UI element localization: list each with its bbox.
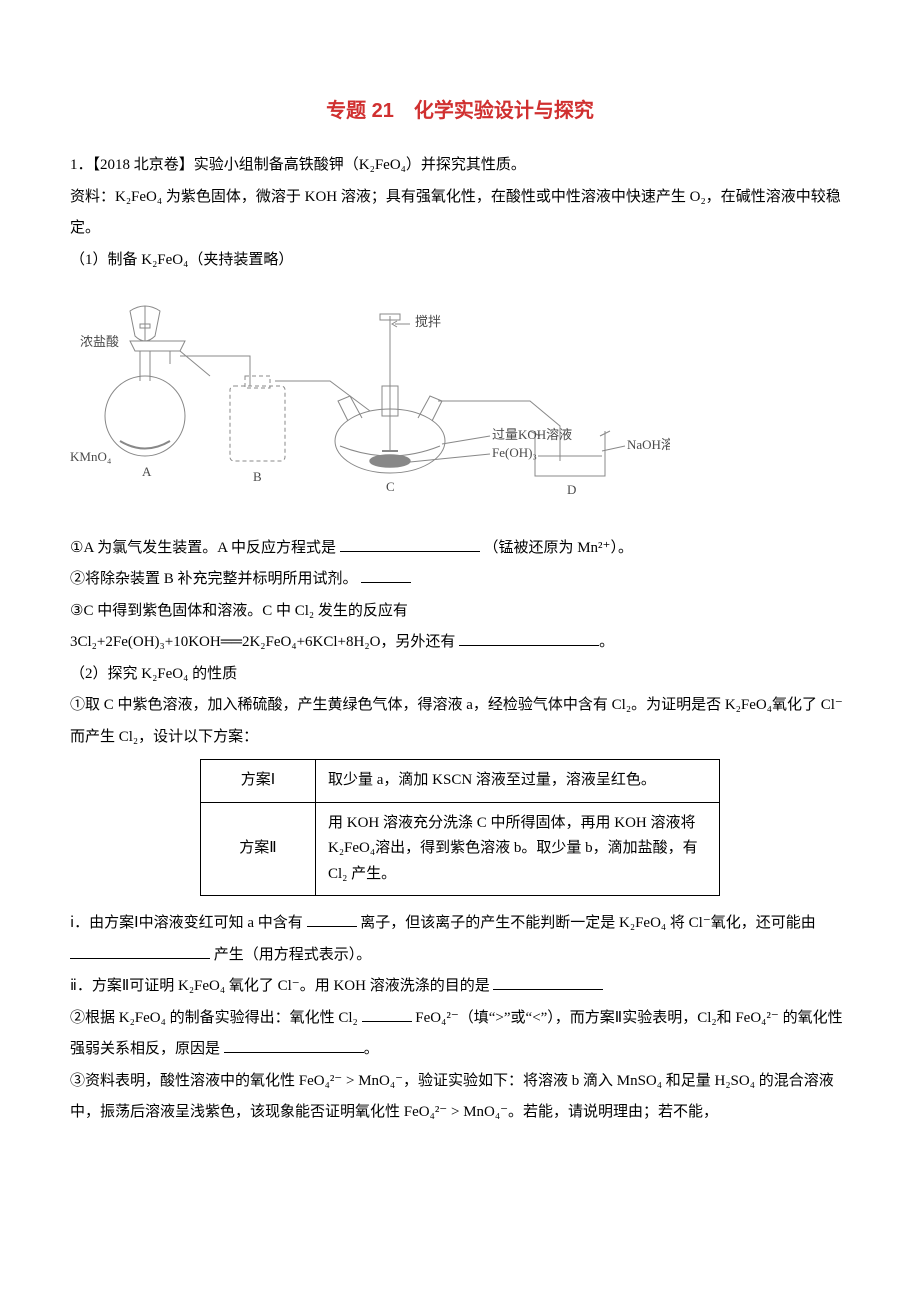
- q1-stem: 1．【2018 北京卷】实验小组制备高铁酸钾（K₂FeO₄）并探究其性质。: [70, 150, 850, 182]
- q1-2-3a: ③资料表明，酸性溶液中的氧化性 FeO₄²⁻ > MnO₄⁻，验证实验如下：将溶…: [70, 1073, 834, 1121]
- q1-2-1: ①取 C 中紫色溶液，加入稀硫酸，产生黄绿色气体，得溶液 a，经检验气体中含有 …: [70, 690, 850, 753]
- blank-gt-lt: [362, 1006, 412, 1022]
- q1-1-2-text: ②将除杂装置 B 补充完整并标明所用试剂。: [70, 571, 358, 587]
- q1-2-ii: ⅱ．方案Ⅱ可证明 K₂FeO₄ 氧化了 Cl⁻。用 KOH 溶液洗涤的目的是: [70, 971, 850, 1003]
- scheme2-label: 方案Ⅱ: [201, 802, 316, 896]
- label-feoh3: Fe(OH)₃: [492, 445, 537, 460]
- apparatus-figure: 浓盐酸 KMnO₄ A B 搅拌 过量KOH溶液 Fe(OH)₃ C NaOH溶…: [70, 286, 850, 519]
- blank-ion: [307, 911, 357, 927]
- blank-reason: [224, 1037, 364, 1053]
- blank-b-device: [361, 567, 411, 583]
- q1-2-i-a: ⅰ．由方案Ⅰ中溶液变红可知 a 中含有: [70, 915, 303, 931]
- label-d: D: [567, 482, 576, 497]
- label-stir: 搅拌: [415, 314, 441, 329]
- scheme1-desc: 取少量 a，滴加 KSCN 溶液至过量，溶液呈红色。: [316, 760, 720, 803]
- scheme-table: 方案Ⅰ 取少量 a，滴加 KSCN 溶液至过量，溶液呈红色。 方案Ⅱ 用 KOH…: [200, 759, 720, 896]
- q1-2-i-b: 离子，但该离子的产生不能判断一定是 K₂FeO₄ 将 Cl⁻氧化，还可能由: [360, 915, 815, 931]
- scheme1-label: 方案Ⅰ: [201, 760, 316, 803]
- q1-1-3a: ③C 中得到紫色固体和溶液。C 中 Cl₂ 发生的反应有: [70, 596, 850, 628]
- flask-c-neck-left: [338, 396, 362, 421]
- q1-2-ii-text: ⅱ．方案Ⅱ可证明 K₂FeO₄ 氧化了 Cl⁻。用 KOH 溶液洗涤的目的是: [70, 978, 490, 994]
- tube-a-b: [180, 356, 250, 386]
- q1-2-i-c: 产生（用方程式表示）。: [214, 947, 372, 963]
- q1-1-1a: ①A 为氯气发生装置。A 中反应方程式是: [70, 540, 336, 556]
- scheme2-desc: 用 KOH 溶液充分洗涤 C 中所得固体，再用 KOH 溶液将 K₂FeO₄溶出…: [316, 802, 720, 896]
- label-naoh: NaOH溶液: [627, 437, 670, 452]
- flask-a: [105, 376, 185, 456]
- q1-1-2: ②将除杂装置 B 补充完整并标明所用试剂。: [70, 564, 850, 596]
- q1-2-2a: ②根据 K₂FeO₄ 的制备实验得出：氧化性 Cl₂: [70, 1010, 358, 1026]
- q1-2-3: ③资料表明，酸性溶液中的氧化性 FeO₄²⁻ > MnO₄⁻，验证实验如下：将溶…: [70, 1066, 850, 1129]
- blank-extra-rxn: [459, 630, 599, 646]
- label-a: A: [142, 464, 152, 479]
- blank-wash-purpose: [493, 974, 603, 990]
- flask-a-stopper: [130, 341, 185, 351]
- q1-part2-head: （2）探究 K₂FeO₄ 的性质: [70, 659, 850, 691]
- blank-eq-a: [340, 536, 480, 552]
- topic-title: 专题 21 化学实验设计与探究: [70, 90, 850, 132]
- flask-c-neck-right: [418, 396, 442, 421]
- label-koh: 过量KOH溶液: [492, 427, 572, 442]
- q1-info: 资料：K₂FeO₄ 为紫色固体，微溶于 KOH 溶液；具有强氧化性，在酸性或中性…: [70, 182, 850, 245]
- q1-1-1b: （锰被还原为 Mn²⁺）。: [483, 540, 633, 556]
- q1-1-1: ①A 为氯气发生装置。A 中反应方程式是 （锰被还原为 Mn²⁺）。: [70, 533, 850, 565]
- bottle-b: [230, 386, 285, 461]
- label-c: C: [386, 479, 395, 494]
- q1-2-2: ②根据 K₂FeO₄ 的制备实验得出：氧化性 Cl₂ FeO₄²⁻（填“>”或“…: [70, 1003, 850, 1066]
- kmno4-solid: [120, 441, 170, 449]
- label-b: B: [253, 469, 262, 484]
- label-conc-hcl: 浓盐酸: [80, 334, 119, 349]
- q1-part1-head: （1）制备 K₂FeO₄（夹持装置略）: [70, 245, 850, 277]
- q1-2-i: ⅰ．由方案Ⅰ中溶液变红可知 a 中含有 离子，但该离子的产生不能判断一定是 K₂…: [70, 908, 850, 971]
- table-row: 方案Ⅰ 取少量 a，滴加 KSCN 溶液至过量，溶液呈红色。: [201, 760, 720, 803]
- q1-1-3b-eq: 3Cl₂+2Fe(OH)₃+10KOH══2K₂FeO₄+6KCl+8H₂O，另…: [70, 634, 455, 650]
- blank-eq-alt: [70, 943, 210, 959]
- q1-1-3b: 3Cl₂+2Fe(OH)₃+10KOH══2K₂FeO₄+6KCl+8H₂O，另…: [70, 627, 850, 659]
- table-row: 方案Ⅱ 用 KOH 溶液充分洗涤 C 中所得固体，再用 KOH 溶液将 K₂Fe…: [201, 802, 720, 896]
- label-kmno4: KMnO₄: [70, 449, 112, 464]
